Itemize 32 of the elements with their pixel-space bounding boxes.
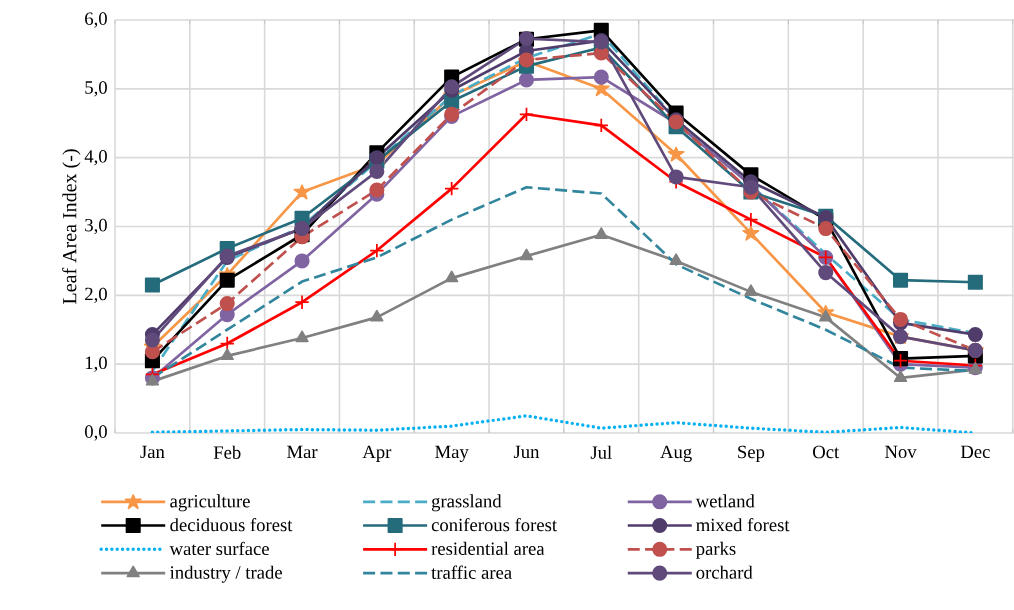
y-tick-label: 3,0 [85, 218, 107, 235]
x-tick-label: Mar [287, 445, 318, 459]
legend-label: wetland [695, 494, 755, 508]
legend-label: traffic area [431, 565, 512, 579]
y-tick-label: 1,0 [85, 356, 107, 372]
x-tick-label: Apr [362, 445, 392, 462]
y-axis-title: Leaf Area Index (-) [62, 149, 81, 304]
x-tick-label: Jul [590, 445, 612, 459]
y-tick-label: 2,0 [85, 287, 107, 303]
x-tick-label: Sep [738, 445, 765, 463]
legend-label: parks [696, 541, 736, 559]
x-tick-label: Feb [213, 445, 241, 459]
y-tick-label: 6,0 [85, 12, 107, 28]
legend-label: water surface [169, 541, 269, 556]
legend-label: coniferous forest [431, 517, 557, 532]
legend-label: grassland [431, 494, 502, 512]
x-tick-label: Oct [813, 445, 840, 459]
x-tick-label: Jun [513, 445, 540, 459]
legend-label: mixed forest [696, 517, 790, 532]
legend-label: industry / trade [170, 565, 282, 583]
x-tick-label: Jan [140, 445, 165, 459]
x-tick-label: May [435, 445, 469, 462]
y-tick-label: 4,0 [84, 150, 107, 166]
legend-label: agriculture [170, 494, 250, 512]
y-tick-label: 5,0 [85, 81, 107, 97]
legend-label: residential area [431, 541, 545, 555]
x-tick-label: Aug [660, 445, 692, 463]
y-tick-label: 0,0 [85, 425, 107, 441]
x-tick-label: Nov [885, 445, 917, 459]
legend-label: deciduous forest [170, 517, 293, 532]
legend-label: orchard [696, 565, 753, 579]
x-tick-label: Dec [960, 445, 990, 459]
